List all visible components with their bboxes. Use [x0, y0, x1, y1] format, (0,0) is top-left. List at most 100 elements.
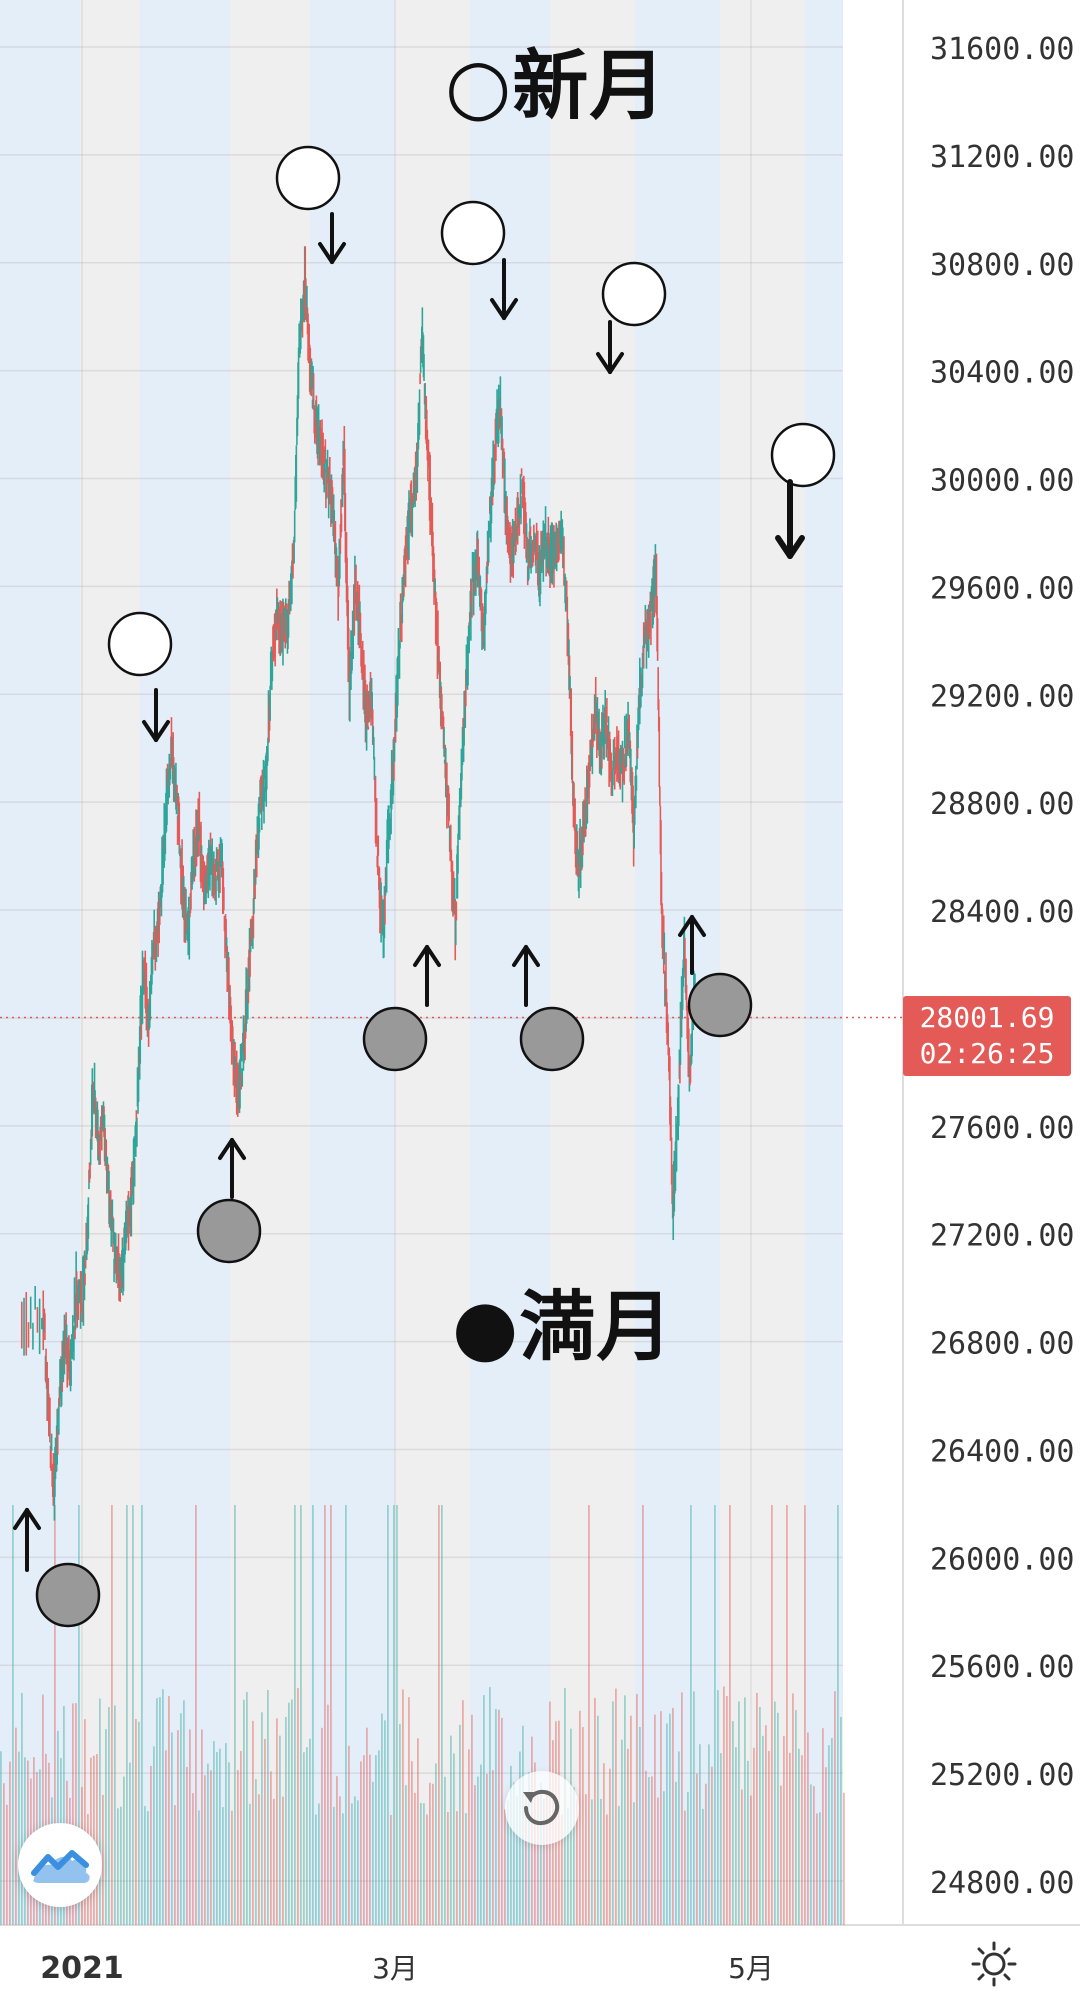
volume-bar: [189, 1729, 191, 1925]
volume-bar: [723, 1686, 725, 1925]
reset-button[interactable]: [505, 1771, 579, 1845]
volume-bar: [138, 1721, 140, 1925]
volume-bar: [726, 1695, 728, 1925]
volume-bar: [267, 1689, 269, 1925]
volume-bar: [432, 1783, 434, 1925]
settings-button[interactable]: [970, 1940, 1018, 1988]
volume-bar: [345, 1505, 347, 1925]
volume-bar: [9, 1761, 11, 1925]
candles: [20, 246, 696, 1521]
volume-bar: [129, 1762, 131, 1925]
volume-bar: [645, 1770, 647, 1925]
volume-bar: [798, 1748, 800, 1925]
volume-bar: [501, 1717, 503, 1925]
y-tick-label: 27200.00: [930, 1219, 1075, 1254]
volume-bar: [480, 1764, 482, 1925]
countdown-timer: 02:26:25: [919, 1037, 1055, 1070]
volume-bar: [99, 1698, 101, 1925]
volume-bar: [810, 1784, 812, 1925]
volume-bar: [363, 1755, 365, 1925]
volume-bar: [234, 1505, 236, 1925]
volume-bar: [0, 1751, 2, 1925]
volume-bar: [372, 1781, 374, 1925]
volume-bar: [78, 1505, 80, 1925]
volume-bar: [303, 1752, 305, 1925]
volume-bar: [504, 1809, 506, 1925]
volume-bar: [21, 1692, 23, 1925]
volume-bar: [801, 1755, 803, 1925]
down-arrow: [490, 258, 518, 320]
new-moon-marker: [770, 422, 836, 488]
full-moon-label: ●満月: [452, 1282, 674, 1371]
volume-bar: [621, 1739, 623, 1925]
volume-bar: [111, 1505, 113, 1925]
volume-bar: [675, 1781, 677, 1925]
volume-bar: [324, 1505, 326, 1925]
volume-bar: [387, 1505, 389, 1925]
volume-bar: [528, 1772, 530, 1925]
volume-bar: [600, 1798, 602, 1925]
y-tick-label: 28400.00: [930, 895, 1075, 930]
volume-bar: [744, 1697, 746, 1925]
volume-bar: [627, 1748, 629, 1925]
down-arrow: [142, 688, 170, 742]
volume-bar: [180, 1713, 182, 1925]
volume-bar: [546, 1789, 548, 1925]
volume-bar: [357, 1800, 359, 1925]
volume-bar: [258, 1794, 260, 1925]
volume-bar: [612, 1701, 614, 1925]
sun-settings-icon: [971, 1941, 1017, 1987]
volume-bar: [642, 1505, 644, 1925]
volume-bar: [330, 1505, 332, 1925]
volume-bar: [606, 1814, 608, 1925]
volume-bar: [753, 1747, 755, 1925]
volume-bar: [837, 1505, 839, 1925]
volume-bar: [465, 1813, 467, 1925]
volume-bar: [618, 1806, 620, 1925]
up-arrow: [13, 1508, 41, 1572]
new-moon-marker: [275, 145, 341, 211]
x-tick-label: 2021: [40, 1951, 124, 1986]
volume-bar: [525, 1794, 527, 1925]
volume-bar: [489, 1687, 491, 1925]
volume-bar: [108, 1707, 110, 1925]
volume-bar: [162, 1689, 164, 1925]
volume-bar: [735, 1747, 737, 1925]
volume-bar: [225, 1743, 227, 1925]
volume-bar: [420, 1803, 422, 1925]
volume-bar: [498, 1709, 500, 1925]
volume-bar: [402, 1689, 404, 1925]
volume-bar: [273, 1798, 275, 1925]
volume-bar: [246, 1692, 248, 1925]
y-tick-label: 30000.00: [930, 464, 1075, 499]
volume-bar: [831, 1737, 833, 1925]
volume-bar: [705, 1783, 707, 1925]
volume-bar: [492, 1770, 494, 1925]
y-tick-label: 30400.00: [930, 356, 1075, 391]
volume-bar: [429, 1782, 431, 1925]
tradingview-cloud-icon[interactable]: [18, 1823, 102, 1907]
volume-bar: [474, 1785, 476, 1925]
volume-bar: [486, 1773, 488, 1925]
volume-bar: [276, 1718, 278, 1925]
volume-bar: [789, 1752, 791, 1925]
volume-bar: [351, 1803, 353, 1925]
reset-icon: [523, 1789, 560, 1826]
volume-bar: [243, 1699, 245, 1925]
volume-bar: [654, 1714, 656, 1925]
y-tick-label: 25600.00: [930, 1650, 1075, 1685]
volume-bar: [168, 1696, 170, 1925]
volume-bar: [201, 1729, 203, 1925]
volume-bar: [507, 1800, 509, 1925]
volume-bar: [693, 1691, 695, 1925]
volume-bar: [405, 1785, 407, 1925]
volume-bar: [807, 1732, 809, 1925]
volume-bar: [747, 1760, 749, 1925]
volume-bar: [348, 1745, 350, 1925]
volume-bar: [648, 1777, 650, 1925]
volume-bar: [495, 1709, 497, 1925]
volume-bar: [195, 1505, 197, 1925]
volume-bar: [696, 1773, 698, 1925]
volume-bar: [54, 1505, 56, 1925]
volume-bar: [792, 1693, 794, 1925]
